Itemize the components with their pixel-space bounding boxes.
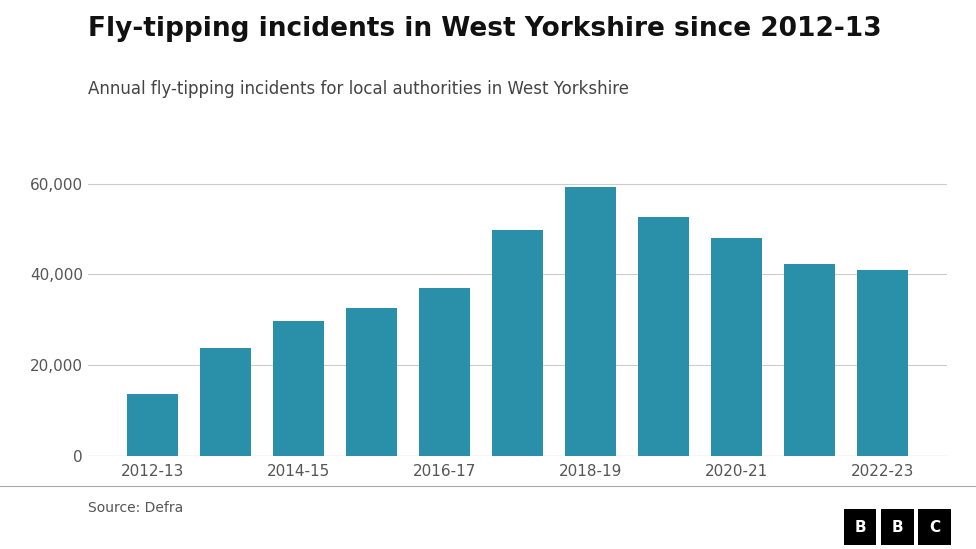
Text: B: B [855,519,866,535]
Text: C: C [929,519,940,535]
Bar [127,395,178,456]
Text: B: B [892,519,903,535]
Text: Fly-tipping incidents in West Yorkshire since 2012-13: Fly-tipping incidents in West Yorkshire … [88,16,881,42]
Bar [492,230,543,456]
Bar [346,309,397,456]
Bar [784,265,834,456]
Bar [273,321,324,456]
Text: Source: Defra: Source: Defra [88,501,183,515]
Bar [565,187,616,456]
Bar [711,238,761,456]
Text: Annual fly-tipping incidents for local authorities in West Yorkshire: Annual fly-tipping incidents for local a… [88,80,629,98]
Bar [857,270,908,456]
Bar [200,348,251,456]
Bar [419,288,469,456]
Bar [637,217,689,456]
